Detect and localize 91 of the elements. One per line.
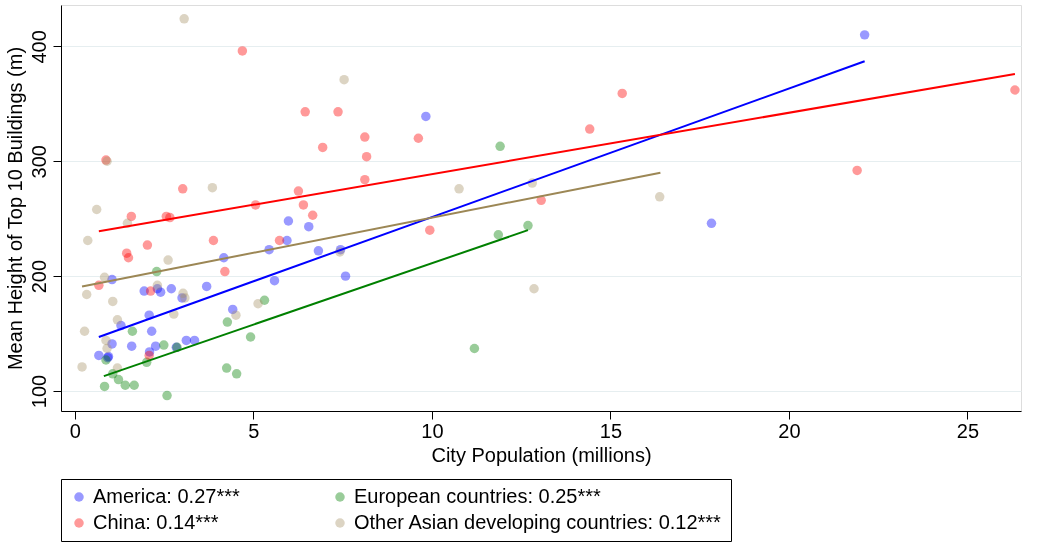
point	[425, 225, 435, 235]
point	[360, 174, 370, 185]
point	[852, 165, 862, 176]
point	[181, 335, 192, 346]
point	[178, 184, 188, 194]
x-tick-label: 25	[956, 419, 980, 442]
y-tick-label: 100	[27, 374, 50, 409]
point	[231, 310, 241, 320]
point	[313, 246, 324, 256]
point	[201, 281, 212, 292]
point	[253, 298, 263, 309]
point	[454, 184, 464, 194]
y-tick-label: 300	[27, 145, 50, 179]
legend-label: Other Asian developing countries: 0.12***	[354, 511, 722, 533]
point	[274, 235, 285, 246]
point	[81, 289, 92, 300]
point	[163, 255, 173, 265]
point	[101, 335, 111, 346]
y-tick-label: 200	[27, 259, 50, 294]
point	[245, 332, 256, 342]
point	[162, 390, 172, 401]
point	[237, 46, 248, 56]
point	[99, 272, 110, 283]
point	[340, 271, 351, 281]
point	[91, 204, 102, 215]
legend-label: America: 0.27***	[93, 485, 240, 507]
point	[333, 107, 343, 117]
point	[339, 74, 349, 85]
point	[94, 350, 104, 361]
point	[317, 142, 328, 153]
point	[220, 266, 230, 277]
point	[529, 284, 539, 294]
point	[859, 30, 870, 40]
point	[300, 107, 310, 117]
point	[129, 380, 139, 390]
point	[222, 317, 233, 327]
point	[126, 211, 137, 222]
y-axis-title: Mean Height of Top 10 Buildings (m)	[3, 46, 26, 371]
point	[617, 88, 627, 99]
point	[144, 350, 154, 361]
point	[77, 362, 87, 372]
point	[79, 326, 90, 336]
point	[304, 221, 314, 232]
point	[102, 343, 112, 354]
point	[179, 14, 189, 24]
point	[360, 132, 370, 142]
point	[293, 186, 304, 196]
legend-label: China: 0.14***	[93, 511, 219, 533]
point	[123, 253, 134, 263]
point	[421, 111, 431, 122]
point	[361, 151, 372, 162]
point	[159, 340, 169, 350]
x-axis-title: City Population (millions)	[431, 443, 652, 466]
x-tick-label: 0	[69, 419, 81, 442]
point	[283, 216, 294, 226]
point	[120, 380, 130, 390]
point	[269, 275, 280, 286]
point	[142, 240, 153, 250]
x-tick-label: 5	[248, 419, 260, 442]
point	[152, 280, 163, 291]
point	[207, 182, 218, 193]
point	[584, 124, 595, 134]
point	[99, 381, 110, 392]
point	[469, 343, 480, 354]
point	[706, 218, 717, 229]
point	[1010, 85, 1020, 95]
point	[145, 286, 156, 296]
x-tick-label: 20	[778, 419, 801, 442]
y-tick-label: 400	[27, 30, 50, 64]
point	[654, 192, 665, 202]
point	[150, 341, 161, 351]
point	[166, 284, 177, 294]
point	[307, 210, 318, 220]
point	[495, 141, 505, 152]
point	[83, 235, 93, 246]
point	[113, 374, 124, 385]
point	[208, 235, 219, 246]
point	[231, 369, 242, 379]
point	[127, 326, 138, 336]
point	[493, 230, 504, 240]
point	[126, 341, 137, 351]
point	[523, 220, 533, 231]
point	[108, 296, 118, 307]
legend-label: European countries: 0.25***	[354, 485, 602, 507]
point	[298, 200, 309, 210]
point	[413, 133, 424, 143]
x-tick-label: 10	[421, 419, 444, 442]
point	[112, 315, 123, 325]
point	[221, 363, 232, 373]
x-tick-label: 15	[599, 419, 623, 442]
point	[146, 326, 157, 336]
